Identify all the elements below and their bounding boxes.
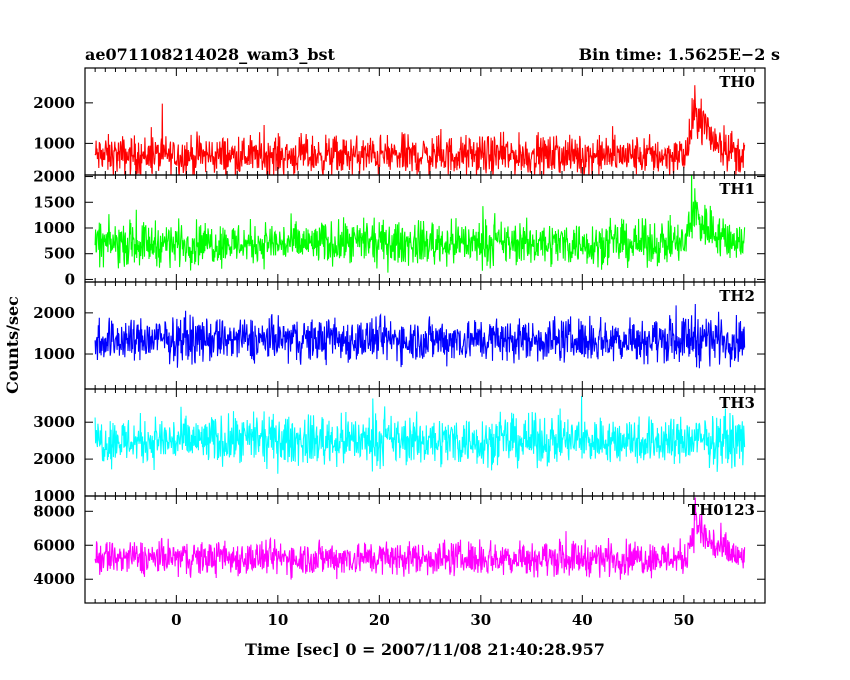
y-axis-label: Counts/sec xyxy=(3,296,22,394)
panel-label: TH1 xyxy=(719,180,755,198)
x-tick-label: 20 xyxy=(369,611,390,629)
panel-frame xyxy=(84,495,766,604)
x-axis-label: Time [sec] 0 = 2007/11/08 21:40:28.957 xyxy=(245,640,605,659)
chart-title: ae071108214028_wam3_bst xyxy=(85,45,336,64)
panel-frame xyxy=(84,174,766,283)
x-tick-label: 40 xyxy=(572,611,593,629)
x-tick-label: 0 xyxy=(171,611,181,629)
panel-th3: 1000 2000 3000 TH3 xyxy=(33,388,766,505)
y-tick-label: 1000 xyxy=(33,134,75,152)
panel-stack: 10002000TH00500100015002000TH110002000TH… xyxy=(33,67,766,629)
y-tick-label: 2000 xyxy=(33,94,75,112)
panel-label: TH3 xyxy=(719,394,755,412)
y-tick-label: 3000 xyxy=(33,413,75,431)
series-th2 xyxy=(94,303,746,369)
series-th1 xyxy=(94,175,746,273)
panel-th0: 1000 2000 TH0 xyxy=(33,67,766,176)
y-tick-label: 1000 xyxy=(33,345,75,363)
x-tick-label: 50 xyxy=(673,611,694,629)
series-th0123 xyxy=(94,497,746,580)
panel-th2: 1000 2000 TH2 xyxy=(33,281,766,390)
y-tick-label: 6000 xyxy=(33,536,75,554)
series-th3 xyxy=(94,396,746,474)
y-tick-label: 2000 xyxy=(33,168,75,186)
y-tick-label: 4000 xyxy=(33,570,75,588)
y-tick-label: 0 xyxy=(65,270,75,288)
y-tick-label: 1500 xyxy=(33,193,75,211)
x-tick-label: 10 xyxy=(267,611,288,629)
panel-th1: 0 500 1000 1500 2000 TH1 xyxy=(33,168,766,288)
y-tick-label: 2000 xyxy=(33,450,75,468)
y-tick-label: 1000 xyxy=(33,219,75,237)
panel-label: TH0123 xyxy=(688,501,755,519)
series-th0 xyxy=(94,85,746,175)
panel-th0123: 4000 6000 8000 TH0123 xyxy=(33,495,766,604)
panel-label: TH2 xyxy=(719,287,755,305)
panel-label: TH0 xyxy=(719,73,755,91)
bin-time-label: Bin time: 1.5625E−2 s xyxy=(579,45,780,64)
y-tick-label: 8000 xyxy=(33,502,75,520)
y-tick-label: 1000 xyxy=(33,487,75,505)
x-tick-label: 30 xyxy=(470,611,491,629)
y-tick-label: 500 xyxy=(44,245,75,263)
y-tick-label: 2000 xyxy=(33,304,75,322)
